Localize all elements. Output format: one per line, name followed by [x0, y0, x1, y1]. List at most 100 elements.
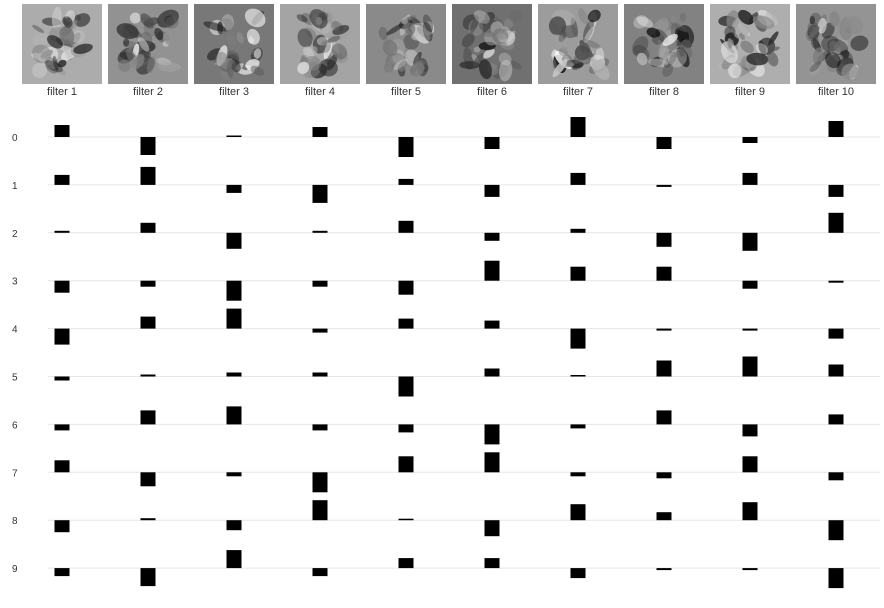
- weight-bar: [828, 212, 844, 233]
- weight-bar: [828, 121, 844, 137]
- weight-bar: [140, 316, 156, 329]
- weight-bar: [656, 472, 672, 479]
- weight-bar: [742, 356, 758, 377]
- weight-bar: [54, 230, 70, 233]
- weight-bar: [484, 232, 500, 241]
- weight-bar: [656, 232, 672, 247]
- weight-bar: [484, 368, 500, 377]
- weight-bar: [398, 518, 414, 521]
- weight-bar: [140, 518, 156, 521]
- filter-5: filter 5: [366, 4, 446, 98]
- weight-bar: [570, 266, 586, 281]
- weight-bar: [398, 220, 414, 233]
- weight-bar: [742, 424, 758, 437]
- weight-bar: [570, 117, 586, 137]
- digit-label: 2: [12, 229, 18, 240]
- weight-bar: [54, 174, 70, 185]
- weight-bar: [312, 568, 328, 577]
- weight-bar: [828, 328, 844, 339]
- weight-bar: [54, 376, 70, 381]
- weight-bar: [742, 456, 758, 473]
- filter-label: filter 7: [563, 86, 593, 98]
- weight-bar: [742, 502, 758, 521]
- weight-bar: [398, 558, 414, 569]
- weight-bar: [54, 568, 70, 577]
- weight-bar: [570, 424, 586, 429]
- weight-bar: [226, 280, 242, 301]
- weight-bar: [742, 568, 758, 571]
- weight-bar: [54, 328, 70, 345]
- weight-bar: [656, 568, 672, 571]
- weight-bar: [312, 184, 328, 203]
- weight-bar: [484, 320, 500, 329]
- weight-bar: [312, 372, 328, 377]
- filter-image: [22, 4, 102, 84]
- weight-bar: [484, 137, 500, 149]
- weight-bar: [484, 558, 500, 569]
- filter-2: filter 2: [108, 4, 188, 98]
- filter-1: filter 1: [22, 4, 102, 98]
- weight-bar: [226, 406, 242, 425]
- weight-bar: [656, 137, 672, 149]
- weight-bar: [54, 125, 70, 137]
- filter-9: filter 9: [710, 4, 790, 98]
- filter-image: [710, 4, 790, 84]
- weight-bar: [226, 550, 242, 569]
- weight-bar: [312, 127, 328, 137]
- weight-bar: [54, 424, 70, 431]
- weight-bar: [570, 504, 586, 521]
- weight-bar: [484, 520, 500, 537]
- weight-bar: [828, 472, 844, 481]
- weight-bar: [226, 232, 242, 249]
- weight-bar: [226, 308, 242, 329]
- filter-image: [452, 4, 532, 84]
- weight-bar: [140, 280, 156, 287]
- digit-label: 9: [12, 564, 18, 575]
- weight-bar: [140, 472, 156, 487]
- weight-bar: [570, 172, 586, 185]
- weight-bar: [54, 280, 70, 293]
- weight-bar: [656, 410, 672, 425]
- weight-bar: [656, 360, 672, 377]
- filter-image: [624, 4, 704, 84]
- filter-4: filter 4: [280, 4, 360, 98]
- filter-label: filter 6: [477, 86, 507, 98]
- weight-bar: [312, 230, 328, 233]
- weight-bar: [398, 178, 414, 185]
- weight-bar: [742, 232, 758, 251]
- weight-bar: [484, 184, 500, 197]
- digit-label: 1: [12, 181, 18, 192]
- filter-image: [796, 4, 876, 84]
- weight-bar: [54, 460, 70, 473]
- weight-bar: [570, 472, 586, 477]
- filter-label: filter 8: [649, 86, 679, 98]
- filter-label: filter 5: [391, 86, 421, 98]
- weight-bar: [570, 328, 586, 349]
- weight-bar: [312, 500, 328, 521]
- weight-bar: [656, 184, 672, 187]
- filter-image: [194, 4, 274, 84]
- digit-label: 3: [12, 277, 18, 288]
- weight-bar: [140, 410, 156, 425]
- weight-bar: [828, 184, 844, 197]
- filter-image: [366, 4, 446, 84]
- filter-label: filter 4: [305, 86, 335, 98]
- weight-bar: [398, 137, 414, 157]
- weight-bar: [570, 228, 586, 233]
- weight-bar: [140, 568, 156, 587]
- weight-bar: [742, 137, 758, 143]
- digit-label: 5: [12, 373, 18, 384]
- filter-image: [108, 4, 188, 84]
- weight-bar: [742, 328, 758, 331]
- filter-image: [538, 4, 618, 84]
- weight-bar: [226, 135, 242, 137]
- weight-bar: [140, 374, 156, 377]
- digit-label: 4: [12, 325, 18, 336]
- weight-bar: [312, 280, 328, 287]
- filter-label: filter 2: [133, 86, 163, 98]
- weight-bar: [828, 414, 844, 425]
- weight-bar: [484, 452, 500, 473]
- filter-label: filter 1: [47, 86, 77, 98]
- weight-bar: [226, 472, 242, 477]
